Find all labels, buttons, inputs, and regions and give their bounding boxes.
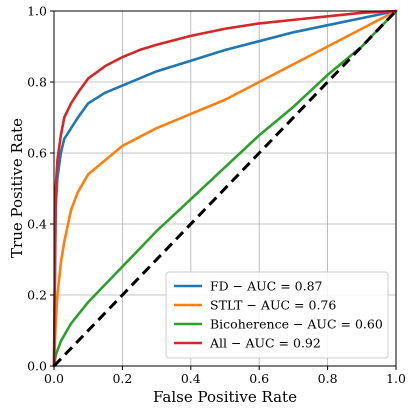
- axis-ticks: 0.0 0.2 0.4 0.6 0.8 1.0 0.0 0.2 0.4 0.6 0.8 1.0: [27, 4, 406, 387]
- chance-diagonal-line: [52, 9, 398, 368]
- series-line-2: [52, 9, 398, 368]
- y-tick-label: 0.2: [27, 288, 47, 303]
- series-lines: [52, 9, 398, 368]
- x-tick-label: 0.8: [318, 371, 338, 386]
- legend-entry: Bicoherence − AUC = 0.60: [210, 317, 383, 332]
- x-tick-label: 0.2: [112, 371, 132, 386]
- legend-entry: STLT − AUC = 0.76: [210, 298, 336, 313]
- y-axis-label: True Positive Rate: [8, 118, 26, 258]
- plot-frame: [53, 10, 397, 367]
- series-line-1: [52, 9, 398, 368]
- y-tick-label: 0.8: [27, 75, 47, 90]
- y-tick-label: 0.4: [27, 217, 47, 232]
- x-tick-label: 0.6: [249, 371, 269, 386]
- y-tick-label: 1.0: [27, 4, 47, 19]
- y-tick-label: 0.0: [27, 359, 47, 374]
- x-tick-label: 1.0: [386, 371, 406, 386]
- x-tick-label: 0.0: [44, 371, 64, 386]
- x-tick-label: 0.4: [181, 371, 201, 386]
- y-tick-label: 0.6: [27, 146, 47, 161]
- series-line-0: [52, 9, 398, 368]
- legend: FD − AUC = 0.87 STLT − AUC = 0.76 Bicohere…: [165, 271, 389, 359]
- x-axis-label: False Positive Rate: [153, 388, 297, 406]
- series-line-3: [52, 9, 398, 368]
- legend-box: [165, 271, 389, 359]
- legend-entry: All − AUC = 0.92: [209, 336, 321, 351]
- legend-entry: FD − AUC = 0.87: [210, 279, 323, 294]
